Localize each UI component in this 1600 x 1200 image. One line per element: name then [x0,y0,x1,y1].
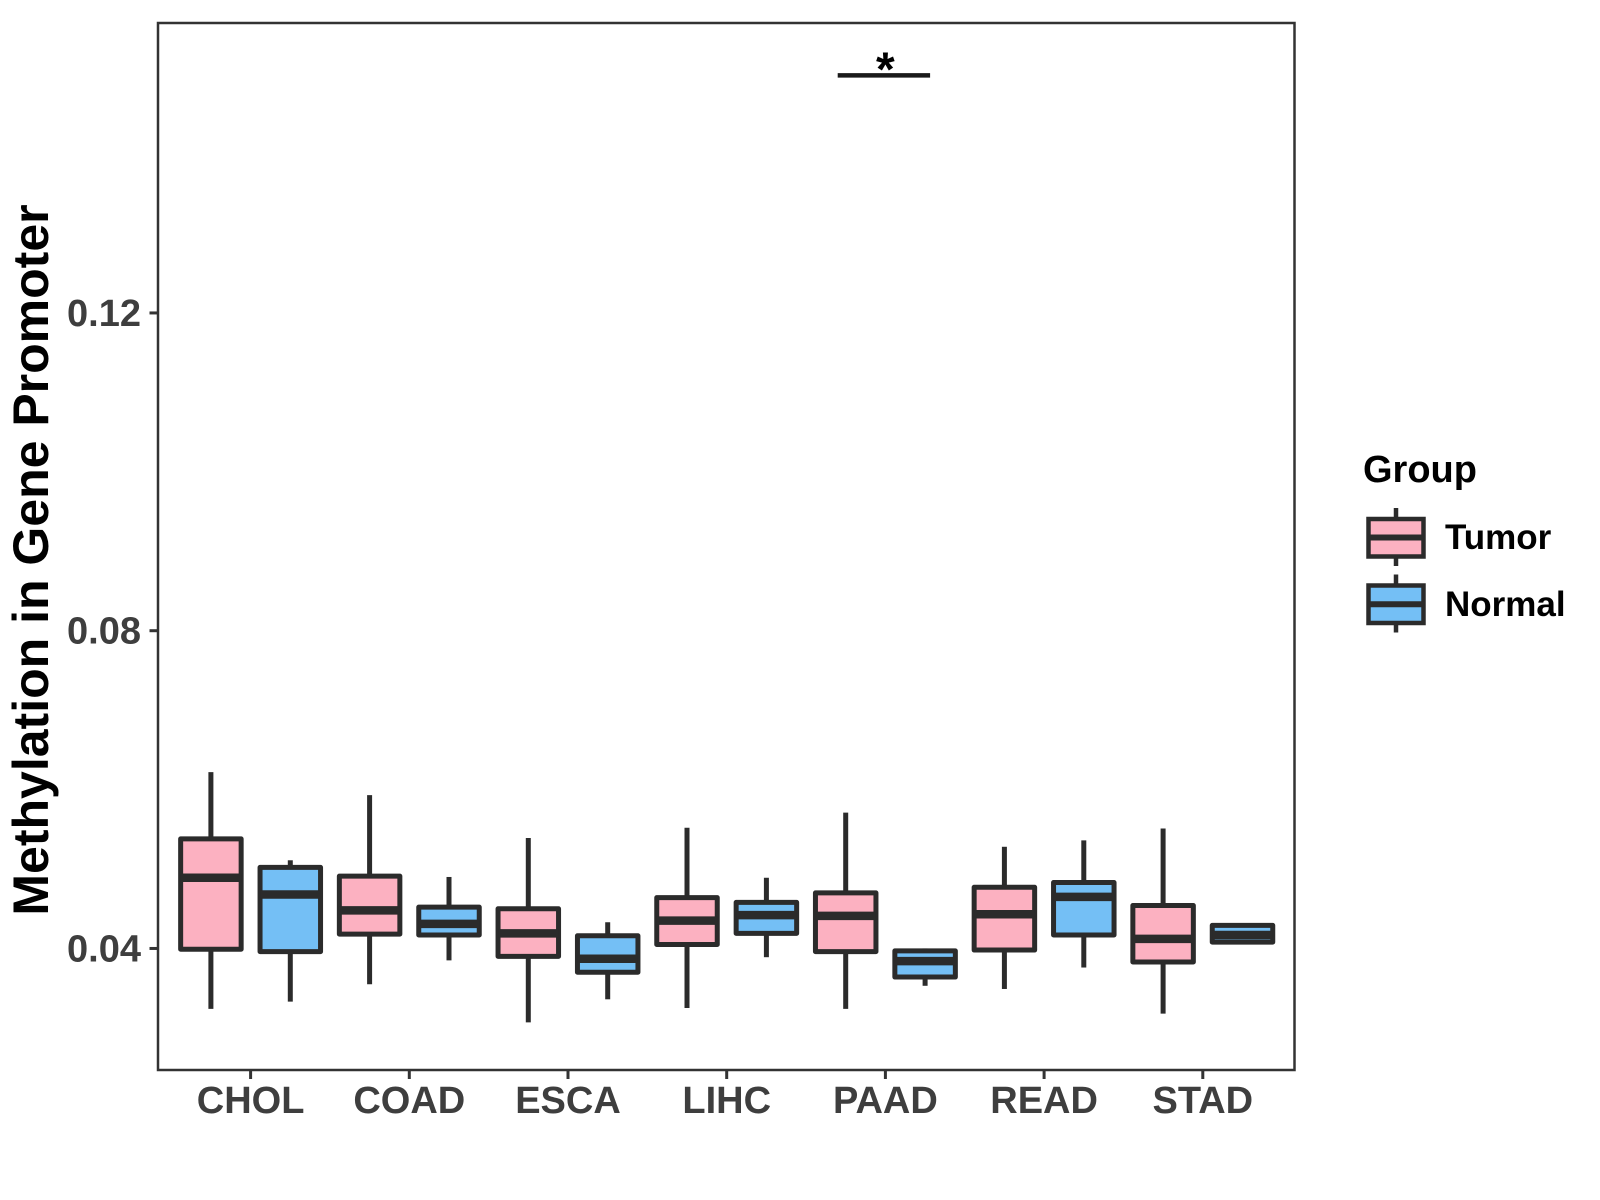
boxplot-esca-normal [574,922,641,1000]
iqr-box [1051,880,1117,938]
significance-star: * [876,43,895,96]
boxplot-coad-normal [416,876,482,961]
iqr-box [812,890,879,955]
normal-boxplot-key-icon [1366,574,1426,633]
y-tick-label: 0.08 [67,611,141,653]
iqr-box [336,873,403,937]
plot-panel [156,21,1296,1072]
legend-item-normal: Normal [1366,574,1566,633]
x-axis: CHOL COAD ESCA LIHC PAAD READ STAD [197,1070,1253,1122]
x-tick-label-esca: ESCA [515,1080,621,1122]
x-tick-label-lihc: LIHC [682,1080,771,1122]
significance-annotation: * [837,43,931,96]
y-tick-label: 0.12 [67,293,141,335]
y-axis: 0.04 0.08 0.12 [67,293,158,970]
boxplot-paad-tumor [812,812,879,1009]
x-tick-label-stad: STAD [1152,1080,1253,1122]
x-tick-label-chol: CHOL [197,1080,305,1122]
iqr-box [574,933,641,975]
legend-item-tumor: Tumor [1366,508,1552,566]
boxplot-stad-normal [1209,922,1276,945]
boxplot-read-tumor [971,846,1038,989]
boxplot-read-normal [1051,840,1117,968]
boxplot-lihc-normal [733,877,800,958]
boxplot-chol-normal [257,860,324,1002]
legend-label-tumor: Tumor [1445,518,1552,557]
iqr-box [971,884,1038,953]
y-axis-title: Methylation in Gene Promoter [3,204,59,915]
boxplot-series [178,772,1276,1023]
boxplot-esca-tumor [495,838,562,1023]
boxplot-coad-tumor [336,795,403,985]
boxplot-lihc-tumor [654,827,720,1009]
y-tick-label: 0.04 [67,928,141,970]
legend: Group Tumor Normal [1363,449,1566,633]
tumor-boxplot-key-icon [1366,508,1426,566]
iqr-box [257,864,324,955]
boxplot-stad-tumor [1130,828,1196,1014]
boxplot-chol-tumor [178,772,244,1009]
boxplot-paad-normal [892,948,958,986]
iqr-box [1130,903,1196,965]
x-tick-label-coad: COAD [353,1080,465,1122]
iqr-box [178,836,244,952]
x-tick-label-paad: PAAD [833,1080,938,1122]
legend-title: Group [1363,449,1477,491]
x-tick-label-read: READ [990,1080,1098,1122]
legend-label-normal: Normal [1445,585,1566,624]
